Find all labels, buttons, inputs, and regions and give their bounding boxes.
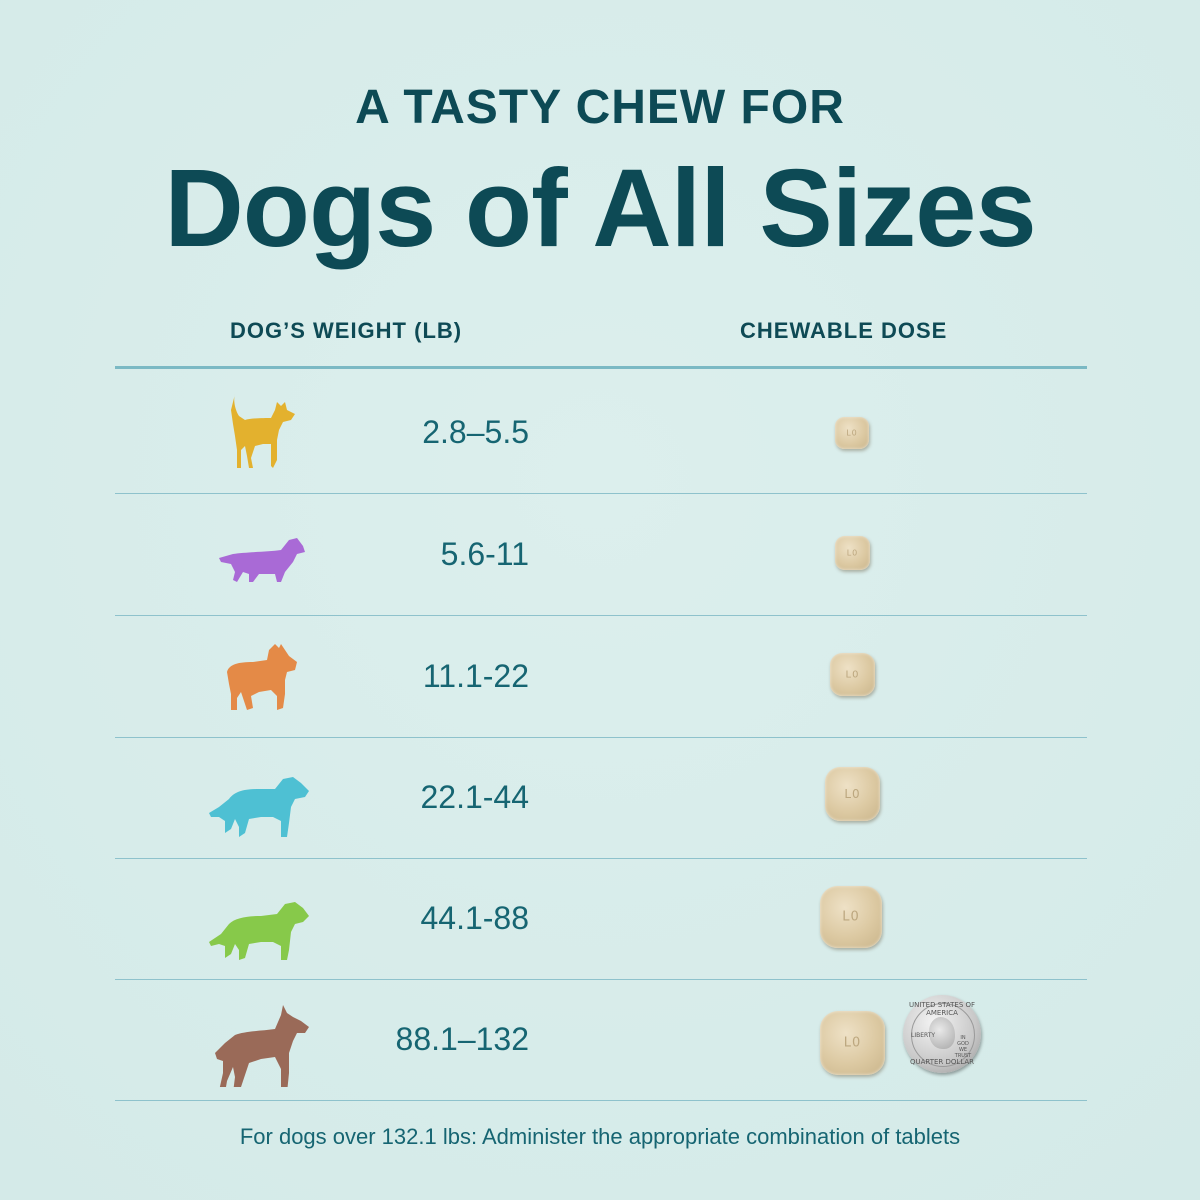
dose-row: 88.1–132 L0 UNITED STATES OF AMERICA LIB… (115, 979, 1087, 1101)
tablet-mark: L0 (846, 428, 858, 438)
weight-range: 11.1-22 (422, 658, 529, 694)
dose-row: 22.1-44 L0 (115, 737, 1087, 859)
tablet-mark: L0 (843, 1035, 862, 1051)
dose-cell: L0 (735, 372, 975, 493)
dachshund-dog-icon (205, 502, 315, 602)
medium-dog-icon (205, 745, 315, 845)
dose-row: 5.6-11 L0 (115, 494, 1087, 616)
coin-bottom-text: QUARTER DOLLAR (909, 1058, 975, 1066)
column-header-weight: DOG’S WEIGHT (LB) (230, 318, 463, 343)
dose-cell: L0 (735, 979, 975, 1100)
chewable-tablet: L0 (835, 417, 869, 449)
chewable-tablet: L0 (835, 536, 870, 570)
large-dog-icon (205, 866, 315, 966)
tablet-mark: L0 (842, 909, 860, 925)
coin-rim (911, 1003, 975, 1067)
small-dog-icon (205, 380, 315, 480)
coin-liberty-text: LIBERTY (911, 1032, 936, 1039)
dose-cell: L0 (735, 858, 975, 979)
dose-row: 11.1-22 L0 (115, 616, 1087, 738)
quarter-coin: UNITED STATES OF AMERICA LIBERTY IN GOD … (903, 995, 981, 1073)
column-header-dose: CHEWABLE DOSE (740, 318, 948, 343)
dose-cell: L0 (735, 737, 975, 858)
tablet-mark: L0 (846, 548, 859, 558)
tablet-mark: L0 (845, 669, 860, 680)
terrier-dog-icon (205, 624, 315, 724)
coin-top-text: UNITED STATES OF AMERICA (908, 1001, 976, 1017)
page-title: Dogs of All Sizes (164, 147, 1036, 270)
weight-range: 2.8–5.5 (422, 414, 529, 450)
chewable-tablet: L0 (830, 653, 875, 696)
dose-cell: L0 (735, 616, 975, 737)
chewable-tablet: L0 (820, 1011, 885, 1075)
weight-range: 5.6-11 (440, 536, 529, 572)
chewable-tablet: L0 (825, 767, 880, 821)
footnote: For dogs over 132.1 lbs: Administer the … (239, 1124, 961, 1149)
header-divider (115, 366, 1087, 369)
dose-row: 44.1-88 L0 (115, 858, 1087, 980)
great-dane-dog-icon (205, 987, 315, 1093)
kicker-heading: A TASTY CHEW FOR (355, 81, 845, 134)
tablet-mark: L0 (844, 787, 861, 801)
dose-cell: L0 (735, 494, 975, 615)
weight-range: 44.1-88 (420, 900, 529, 936)
chewable-tablet: L0 (820, 886, 882, 948)
weight-range: 22.1-44 (420, 779, 529, 815)
weight-range: 88.1–132 (395, 1021, 529, 1057)
coin-motto-text: IN GOD WE TRUST (954, 1035, 972, 1059)
coin-portrait (929, 1017, 955, 1049)
dose-row: 2.8–5.5 L0 (115, 372, 1087, 494)
